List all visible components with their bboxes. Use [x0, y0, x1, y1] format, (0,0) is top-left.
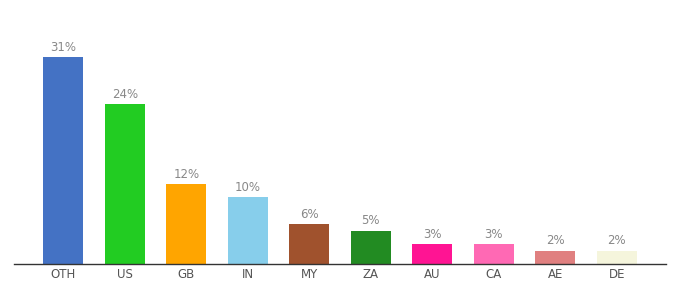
Text: 10%: 10%: [235, 181, 260, 194]
Bar: [289, 224, 329, 264]
Bar: [228, 197, 268, 264]
Bar: [167, 184, 206, 264]
Bar: [535, 251, 575, 264]
Text: 24%: 24%: [112, 88, 138, 101]
Bar: [412, 244, 452, 264]
Text: 5%: 5%: [362, 214, 380, 227]
Bar: [44, 57, 83, 264]
Bar: [597, 251, 636, 264]
Text: 12%: 12%: [173, 168, 199, 181]
Text: 3%: 3%: [484, 228, 503, 241]
Text: 6%: 6%: [300, 208, 318, 221]
Text: 3%: 3%: [423, 228, 441, 241]
Bar: [105, 104, 145, 264]
Text: 2%: 2%: [607, 234, 626, 247]
Bar: [351, 231, 391, 264]
Bar: [474, 244, 513, 264]
Text: 31%: 31%: [50, 41, 76, 54]
Text: 2%: 2%: [546, 234, 564, 247]
